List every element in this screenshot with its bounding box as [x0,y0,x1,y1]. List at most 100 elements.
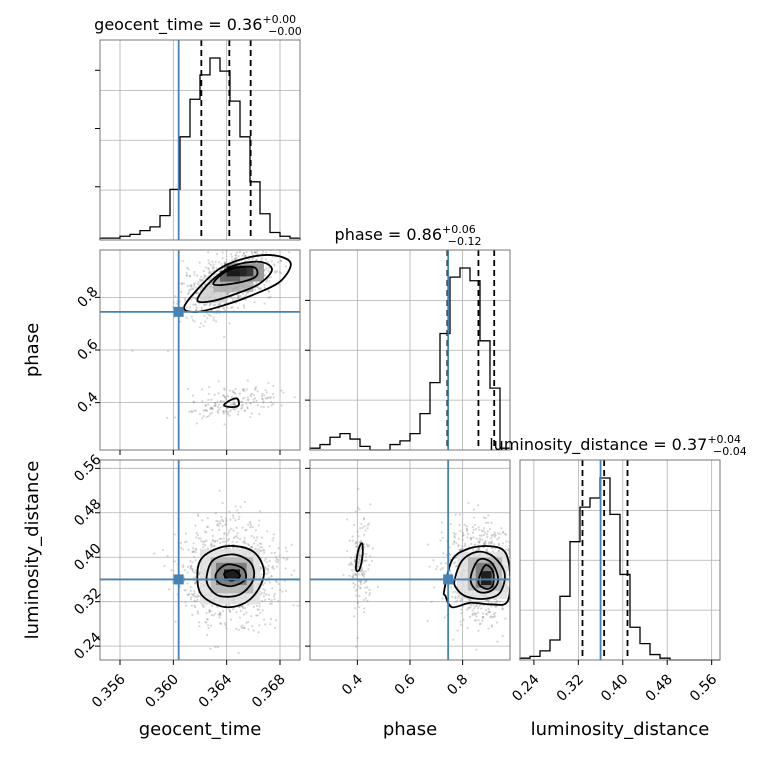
sample-point [346,549,349,553]
sample-point [362,517,365,520]
sample-point [248,247,250,249]
sample-point [250,524,253,527]
sample-point [196,594,199,597]
sample-point [475,527,478,531]
sample-point [475,648,478,651]
title-lower-error: −0.00 [268,25,302,38]
sample-point [209,314,212,318]
sample-point [188,274,191,277]
sample-point [224,398,228,401]
sample-point [293,396,296,399]
sample-point [439,568,442,571]
sample-point [225,522,228,525]
sample-point [440,521,444,524]
sample-point [277,558,280,562]
sample-point [192,287,195,290]
sample-point [243,409,247,413]
sample-point [477,547,480,550]
sample-point [206,516,209,520]
sample-point [493,543,496,546]
sample-point [218,408,221,411]
sample-point [265,251,268,254]
sample-point [502,542,505,545]
sample-point [210,407,213,410]
sample-point [487,521,490,524]
sample-point [175,302,178,305]
sample-point [215,523,219,527]
sample-point [214,539,217,543]
sample-point [189,306,192,309]
sample-point [197,571,201,574]
sample-point [454,600,457,603]
sample-point [459,623,463,626]
sample-point [216,410,219,413]
sample-point [258,611,262,614]
sample-point [284,589,288,592]
sample-point [207,392,211,396]
sample-point [202,409,205,412]
sample-point [182,282,185,285]
sample-point [269,623,272,626]
x-tick-label: 0.6 [392,671,419,698]
sample-point [451,595,454,598]
sample-point [264,557,268,560]
sample-point [441,567,444,570]
sample-point [261,257,264,260]
sample-point [254,251,257,254]
sample-point [511,561,513,563]
sample-point [208,611,211,614]
sample-point [280,389,283,392]
sample-point [231,546,235,549]
sample-point [348,574,351,577]
sample-point [224,517,228,520]
sample-point [271,587,274,590]
sample-point [487,611,490,614]
sample-point [472,548,475,551]
sample-point [243,306,246,309]
sample-point [223,400,226,403]
sample-point [296,604,299,607]
sample-point [196,598,199,602]
sample-point [355,545,358,548]
sample-point [153,552,156,555]
sample-point [230,396,234,399]
sample-point [468,606,471,609]
sample-point [228,389,231,392]
sample-point [432,558,435,562]
sample-point [131,349,134,352]
sample-point [252,629,255,632]
sample-point [507,552,510,555]
sample-point [497,542,500,545]
sample-point [357,580,360,583]
sample-point [201,603,204,607]
sample-point [459,620,462,623]
sample-point [466,626,469,629]
sample-point [255,604,258,608]
sample-point [455,599,459,603]
sample-point [449,558,452,561]
sample-point [193,582,197,585]
sample-point [249,522,252,525]
sample-point [194,547,197,550]
sample-point [253,301,256,304]
sample-point [269,276,272,279]
sample-point [167,588,171,591]
sample-point [219,520,222,523]
sample-point [359,580,362,583]
sample-point [354,510,357,513]
sample-point [267,598,271,601]
sample-point [248,520,251,524]
sample-point [192,547,195,550]
sample-point [179,541,183,544]
sample-point [268,545,271,548]
sample-point [273,598,276,601]
sample-point [484,531,487,534]
sample-point [211,270,215,273]
sample-point [193,270,196,274]
sample-point [273,592,276,596]
contour-line [355,542,364,573]
sample-point [350,569,354,572]
sample-point [505,540,508,543]
sample-point [245,402,248,405]
sample-point [357,535,360,538]
